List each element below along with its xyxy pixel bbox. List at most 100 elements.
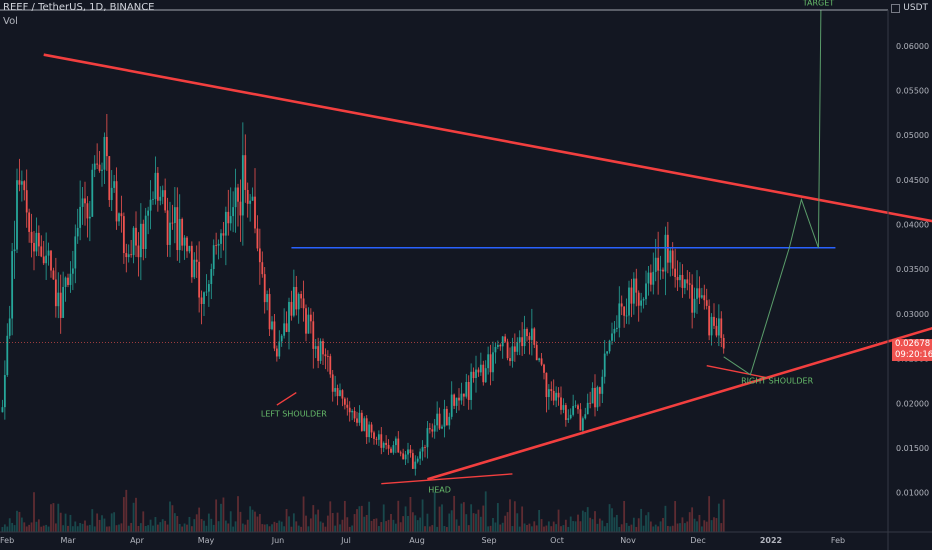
candle-body	[613, 328, 616, 334]
volume-bar	[130, 522, 133, 532]
time-tick-label: Dec	[690, 536, 705, 545]
volume-bar	[654, 524, 657, 532]
candle-body	[341, 390, 344, 399]
price-tick-label: 0.05500	[896, 86, 929, 95]
candle-body	[363, 418, 366, 431]
volume-bar	[35, 521, 38, 532]
price-tick-label: 0.04000	[896, 221, 929, 230]
candle-body	[443, 408, 446, 427]
candle-body	[628, 287, 630, 316]
candle-body	[271, 321, 273, 330]
candle-body	[64, 277, 67, 287]
candle-body	[300, 293, 303, 299]
volume-bar	[101, 515, 103, 532]
candle-body	[290, 301, 293, 316]
candle-body	[487, 354, 490, 369]
candle-body	[215, 245, 218, 246]
candle-body	[698, 288, 701, 298]
volume-bar	[45, 524, 48, 532]
volume-bar	[404, 506, 407, 532]
candle-body	[414, 461, 417, 469]
candle-body	[326, 356, 329, 357]
volume-bar	[611, 508, 613, 532]
volume-bar	[380, 522, 383, 532]
volume-bar	[254, 511, 256, 532]
volume-bar	[295, 521, 298, 532]
volume-bar	[224, 520, 227, 532]
candle-body	[492, 352, 494, 373]
volume-bar	[625, 522, 628, 532]
volume-bar	[385, 521, 388, 532]
candle-body	[501, 336, 504, 347]
time-tick-label: Mar	[60, 536, 76, 545]
candle-body	[567, 418, 570, 420]
candle-body	[30, 231, 33, 243]
candle-body	[382, 442, 385, 448]
candle-body	[433, 425, 436, 432]
volume-bar	[215, 499, 218, 532]
volume-bar	[394, 523, 397, 532]
currency-checkbox-icon[interactable]	[891, 3, 901, 13]
volume-bar	[149, 519, 152, 532]
candle-body	[295, 286, 298, 310]
candle-body	[258, 248, 261, 263]
volume-bar	[530, 526, 533, 532]
volume-bar	[375, 518, 378, 532]
volume-bar	[467, 525, 470, 532]
candle-body	[113, 181, 116, 188]
candle-body	[176, 207, 179, 251]
candle-body	[98, 164, 101, 171]
volume-bars	[1, 489, 725, 532]
volume-bar	[54, 523, 57, 532]
volume-bar	[290, 526, 293, 532]
candle-body	[700, 295, 703, 298]
volume-bar	[331, 512, 334, 532]
volume-bar	[688, 512, 691, 532]
candle-body	[220, 233, 222, 244]
volume-bar	[710, 520, 713, 532]
candle-body	[421, 447, 424, 452]
volume-bar	[540, 519, 543, 532]
volume-bar	[297, 525, 300, 532]
volume-bar	[246, 519, 249, 532]
volume-bar	[618, 526, 621, 532]
candle-body	[331, 374, 334, 392]
candle-body	[666, 234, 669, 263]
candle-body	[465, 381, 468, 397]
candle-body	[246, 189, 249, 204]
candle-body	[441, 426, 443, 429]
volume-bar	[387, 519, 390, 532]
candle-body	[606, 351, 609, 354]
volume-bar	[722, 499, 725, 532]
volume-bar	[708, 496, 711, 532]
candle-body	[152, 199, 154, 200]
volume-bar	[392, 519, 395, 532]
candle-body	[35, 232, 38, 252]
volume-bar	[88, 524, 91, 532]
volume-bar	[23, 522, 26, 532]
volume-bar	[545, 525, 548, 532]
candle-body	[171, 222, 174, 224]
candle-body	[234, 187, 237, 208]
volume-bar	[33, 492, 35, 532]
candle-body	[351, 410, 354, 413]
candle-body	[139, 223, 142, 258]
volume-bar	[642, 525, 645, 532]
candle-body	[280, 335, 283, 342]
volume-bar	[455, 519, 458, 532]
candle-body	[489, 354, 492, 373]
candle-body	[6, 335, 9, 376]
currency-selector[interactable]: USDT	[891, 3, 928, 13]
candle-body	[20, 181, 23, 185]
volume-bar	[564, 519, 567, 532]
candle-body	[579, 409, 582, 431]
volume-bar	[118, 524, 120, 532]
volume-bar	[263, 524, 266, 532]
volume-bar	[266, 524, 269, 532]
candle-body	[283, 323, 286, 336]
candle-body	[120, 213, 123, 217]
candle-body	[268, 294, 271, 330]
volume-bar	[84, 520, 86, 532]
volume-bar	[210, 518, 213, 532]
